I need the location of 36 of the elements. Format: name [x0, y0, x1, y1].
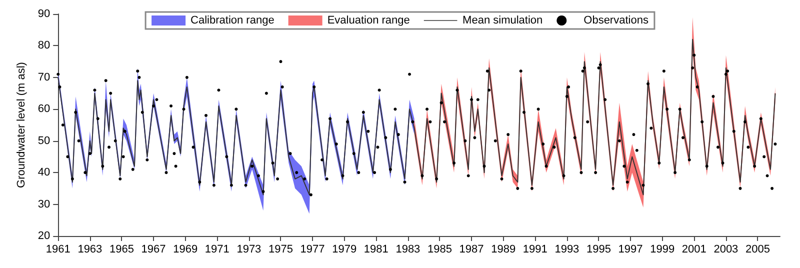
- x-tick-label: 1963: [78, 244, 102, 256]
- x-tick-label: 2001: [682, 244, 706, 256]
- x-tick-label: 1989: [491, 244, 516, 256]
- x-tick-label: 1973: [236, 244, 262, 256]
- x-tick-label: 1967: [141, 244, 166, 256]
- x-tick-label: 1983: [396, 244, 420, 256]
- legend-label: Mean simulation: [462, 14, 543, 26]
- x-tick-label: 1997: [618, 244, 643, 256]
- y-tick-label: 80: [38, 40, 50, 52]
- x-tick-label: 1965: [109, 244, 134, 256]
- x-tick-label: 1977: [300, 244, 325, 256]
- x-tick-label: 1975: [268, 244, 293, 256]
- y-tick-label: 60: [38, 103, 50, 116]
- x-tick-label: 1991: [522, 244, 548, 256]
- x-tick-label: 1961: [46, 244, 70, 256]
- y-tick-label: 40: [38, 166, 50, 179]
- x-tick-label: 1995: [586, 244, 611, 256]
- x-tick-label: 1987: [459, 244, 484, 256]
- y-tick-label: 20: [38, 230, 50, 242]
- x-tick-label: 1999: [650, 244, 675, 256]
- x-tick-label: 2003: [714, 244, 738, 256]
- x-tick-label: 2005: [746, 244, 770, 256]
- legend-label: Evaluation range: [327, 14, 410, 26]
- x-tick-label: 1971: [204, 244, 230, 256]
- legend-label: Calibration range: [190, 14, 274, 26]
- x-tick-label: 1969: [173, 244, 198, 256]
- x-tick-label: 1993: [554, 244, 580, 256]
- y-tick-label: 70: [38, 71, 50, 84]
- legend-label: Observations: [584, 14, 649, 26]
- x-tick-label: 1979: [332, 244, 357, 256]
- y-axis-title: Groundwater level (m asl): [16, 62, 28, 188]
- x-tick-label: 1981: [364, 244, 388, 256]
- y-tick-label: 30: [38, 198, 50, 210]
- x-tick-label: 1985: [427, 244, 452, 256]
- y-tick-label: 50: [38, 134, 50, 147]
- y-tick-label: 90: [38, 8, 50, 20]
